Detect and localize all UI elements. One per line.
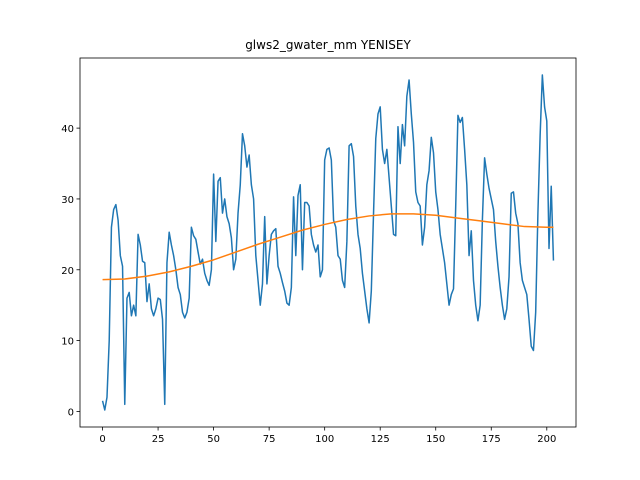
plot-frame bbox=[79, 57, 577, 428]
chart-title: glws2_gwater_mm YENISEY bbox=[245, 38, 411, 52]
y-tick-label: 20 bbox=[61, 266, 74, 277]
x-tick-label: 75 bbox=[263, 434, 276, 445]
y-tick-label: 30 bbox=[61, 195, 74, 206]
y-tick-label: 0 bbox=[68, 407, 74, 418]
line-series bbox=[101, 74, 555, 411]
y-tick-label: 40 bbox=[61, 124, 74, 135]
x-tick-label: 175 bbox=[482, 434, 501, 445]
x-tick-label: 25 bbox=[152, 434, 165, 445]
y-tick-label: 10 bbox=[61, 337, 74, 348]
line-series bbox=[102, 213, 554, 281]
x-tick-label: 50 bbox=[207, 434, 220, 445]
x-tick-label: 0 bbox=[99, 434, 105, 445]
x-tick-label: 125 bbox=[371, 434, 390, 445]
x-tick-label: 100 bbox=[315, 434, 334, 445]
x-tick-label: 200 bbox=[537, 434, 556, 445]
x-tick-label: 150 bbox=[426, 434, 445, 445]
